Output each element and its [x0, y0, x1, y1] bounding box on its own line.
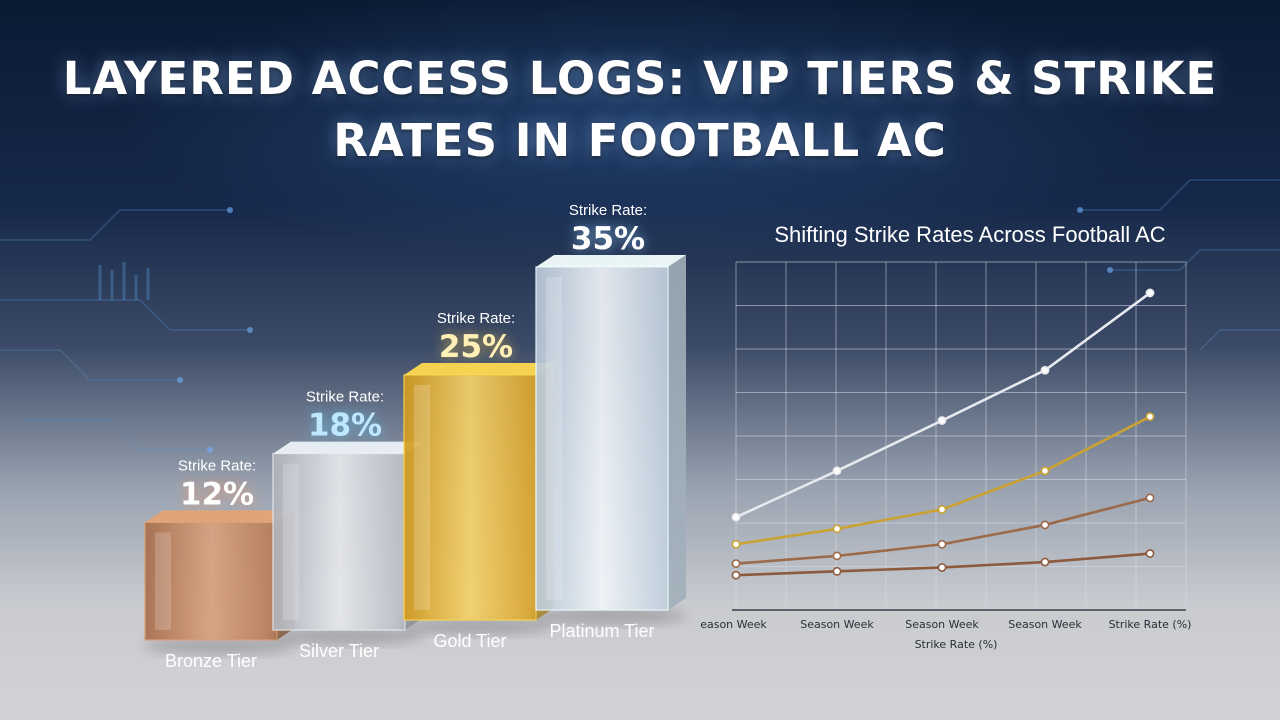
x-tick-label: Season Week: [905, 618, 979, 631]
bar-category-label: Gold Tier: [433, 631, 506, 651]
series-line: [735, 291, 1151, 519]
line-series-1: [731, 288, 1155, 522]
svg-text:25%: 25%: [439, 329, 513, 365]
bar-front-face: [272, 453, 406, 631]
bar-top-face: [404, 363, 554, 375]
page-title: LAYERED ACCESS LOGS: VIP TIERS & STRIKE …: [62, 52, 1218, 167]
x-axis-label: Strike Rate (%): [915, 638, 998, 651]
bar-value-prefix: Strike Rate:: [306, 389, 384, 406]
x-tick-label: Season Week: [700, 618, 767, 631]
data-point: [832, 466, 842, 476]
data-point: [937, 416, 947, 425]
bar-value-label: 18%: [308, 408, 382, 444]
data-point: [731, 539, 741, 549]
data-point: [731, 559, 741, 568]
data-point: [832, 524, 842, 534]
data-point: [1040, 557, 1050, 567]
data-point: [937, 563, 947, 572]
data-point: [1145, 549, 1155, 558]
data-point: [832, 566, 842, 576]
svg-text:35%: 35%: [571, 221, 645, 257]
line-series-2: [731, 412, 1155, 549]
bar-category-label: Bronze Tier: [165, 651, 257, 671]
data-point: [731, 570, 741, 580]
data-point: [1040, 365, 1050, 375]
bar-value-prefix: Strike Rate:: [178, 457, 256, 474]
data-point: [1145, 288, 1155, 298]
bar-gold-tier: Strike Rate:25%25%Gold Tier: [402, 310, 554, 651]
x-tick-label: Season Week: [800, 618, 874, 631]
bar-value-prefix: Strike Rate:: [569, 202, 647, 219]
bar-category-label: Platinum Tier: [549, 621, 654, 641]
bar-value-label: 35%: [571, 221, 645, 257]
data-point: [1145, 493, 1155, 503]
line-chart-title: Shifting Strike Rates Across Football AC: [774, 222, 1165, 247]
data-point: [731, 512, 741, 522]
bar-silver-tier: Strike Rate:18%18%Silver Tier: [271, 389, 423, 661]
x-tick-label: Season Week: [1008, 618, 1082, 631]
data-point: [937, 505, 947, 514]
bar-bronze-tier: Strike Rate:12%12%Bronze Tier: [143, 457, 295, 671]
line-series-3: [731, 493, 1155, 568]
data-point: [937, 539, 947, 549]
bar-platinum-tier: Strike Rate:35%35%Platinum Tier: [534, 202, 686, 641]
strike-rate-line-chart: Shifting Strike Rates Across Football AC…: [700, 222, 1192, 651]
svg-text:18%: 18%: [308, 408, 382, 444]
bar-front-face: [403, 374, 537, 621]
data-point: [1145, 412, 1155, 422]
bar-category-label: Silver Tier: [299, 641, 379, 661]
bar-value-label: 25%: [439, 329, 513, 365]
bar-value-label: 12%: [180, 476, 254, 512]
line-series-4: [731, 549, 1155, 580]
bar-value-prefix: Strike Rate:: [437, 310, 515, 327]
bar-front-face: [535, 266, 669, 611]
bar-top-face: [536, 255, 686, 267]
data-point: [1040, 466, 1050, 476]
x-tick-label: Strike Rate (%): [1109, 618, 1192, 631]
bar-top-face: [273, 441, 423, 454]
svg-text:12%: 12%: [180, 476, 254, 512]
bar-side-face: [668, 255, 686, 610]
bar-top-face: [145, 510, 295, 523]
data-point: [1040, 520, 1050, 530]
data-point: [832, 551, 842, 561]
